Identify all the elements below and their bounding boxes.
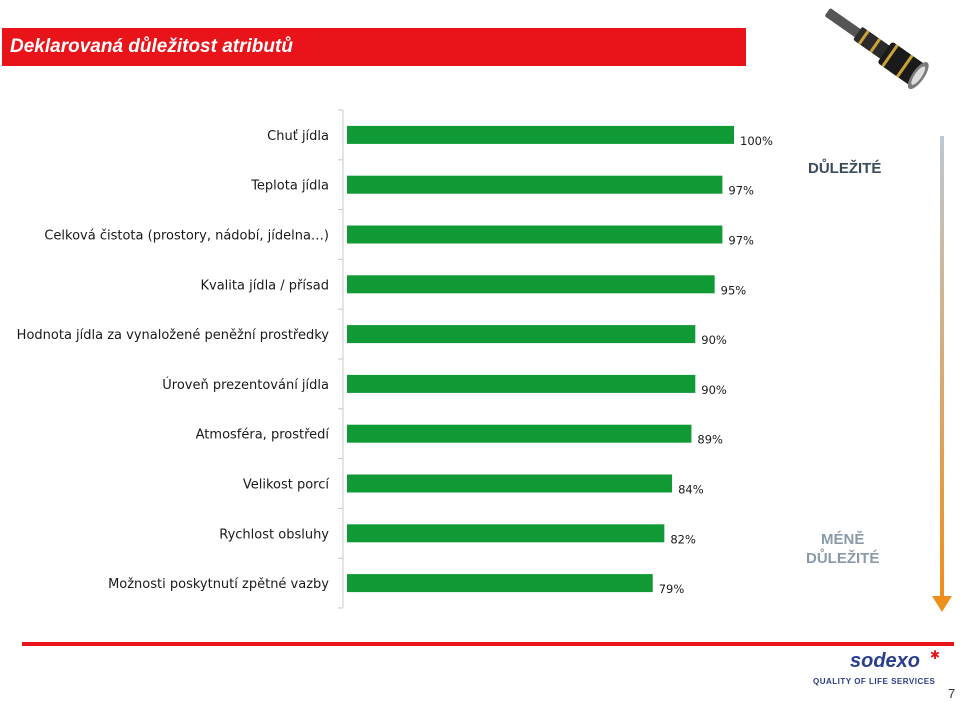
title-bar: Deklarovaná důležitost atributů	[2, 28, 746, 66]
category-label: Hodnota jídla za vynaložené peněžní pros…	[17, 328, 330, 343]
bar	[347, 374, 696, 393]
bar	[347, 125, 734, 144]
data-label: 82%	[670, 532, 696, 546]
category-label: Celková čistota (prostory, nádobí, jídel…	[44, 229, 329, 244]
page-number: 7	[948, 686, 956, 701]
bar	[347, 175, 723, 194]
bar	[347, 424, 692, 443]
category-label: Úroveň prezentování jídla	[162, 377, 329, 393]
page-title: Deklarovaná důležitost atributů	[10, 36, 293, 57]
logo-tagline: QUALITY OF LIFE SERVICES	[813, 677, 936, 686]
important-label: DŮLEŽITÉ	[808, 160, 882, 177]
data-label: 90%	[701, 333, 727, 347]
category-label: Rychlost obsluhy	[219, 527, 329, 542]
footer-divider	[22, 642, 954, 646]
data-label: 84%	[678, 483, 704, 497]
bar	[347, 325, 696, 344]
category-label: Velikost porcí	[243, 478, 330, 493]
sodexo-logo: sodexo ✱ QUALITY OF LIFE SERVICES	[810, 648, 940, 692]
bar	[347, 225, 723, 244]
data-label: 100%	[740, 134, 773, 148]
data-label: 95%	[721, 283, 747, 297]
category-label: Teplota jídla	[250, 179, 329, 194]
category-label: Kvalita jídla / přísad	[200, 278, 329, 293]
importance-arrow-icon	[932, 136, 952, 612]
category-label: Možnosti poskytnutí zpětné vazby	[108, 577, 329, 592]
data-label: 90%	[701, 383, 727, 397]
less-important-label: MÉNĚ DŮLEŽITÉ	[806, 530, 879, 568]
bar	[347, 574, 653, 593]
bar	[347, 275, 715, 294]
data-label: 97%	[728, 234, 754, 248]
less-important-line1: MÉNĚ	[821, 531, 865, 548]
bar	[347, 474, 673, 493]
data-label: 79%	[659, 582, 685, 596]
less-important-line2: DŮLEŽITÉ	[806, 550, 880, 567]
data-label: 97%	[728, 184, 754, 198]
telescope-icon	[825, 8, 929, 90]
category-label: Atmosféra, prostředí	[196, 428, 330, 443]
category-label: Chuť jídla	[267, 129, 329, 144]
bar	[347, 524, 665, 543]
data-label: 89%	[697, 433, 723, 447]
logo-star-icon: ✱	[930, 648, 941, 662]
logo-brand: sodexo	[850, 650, 921, 672]
